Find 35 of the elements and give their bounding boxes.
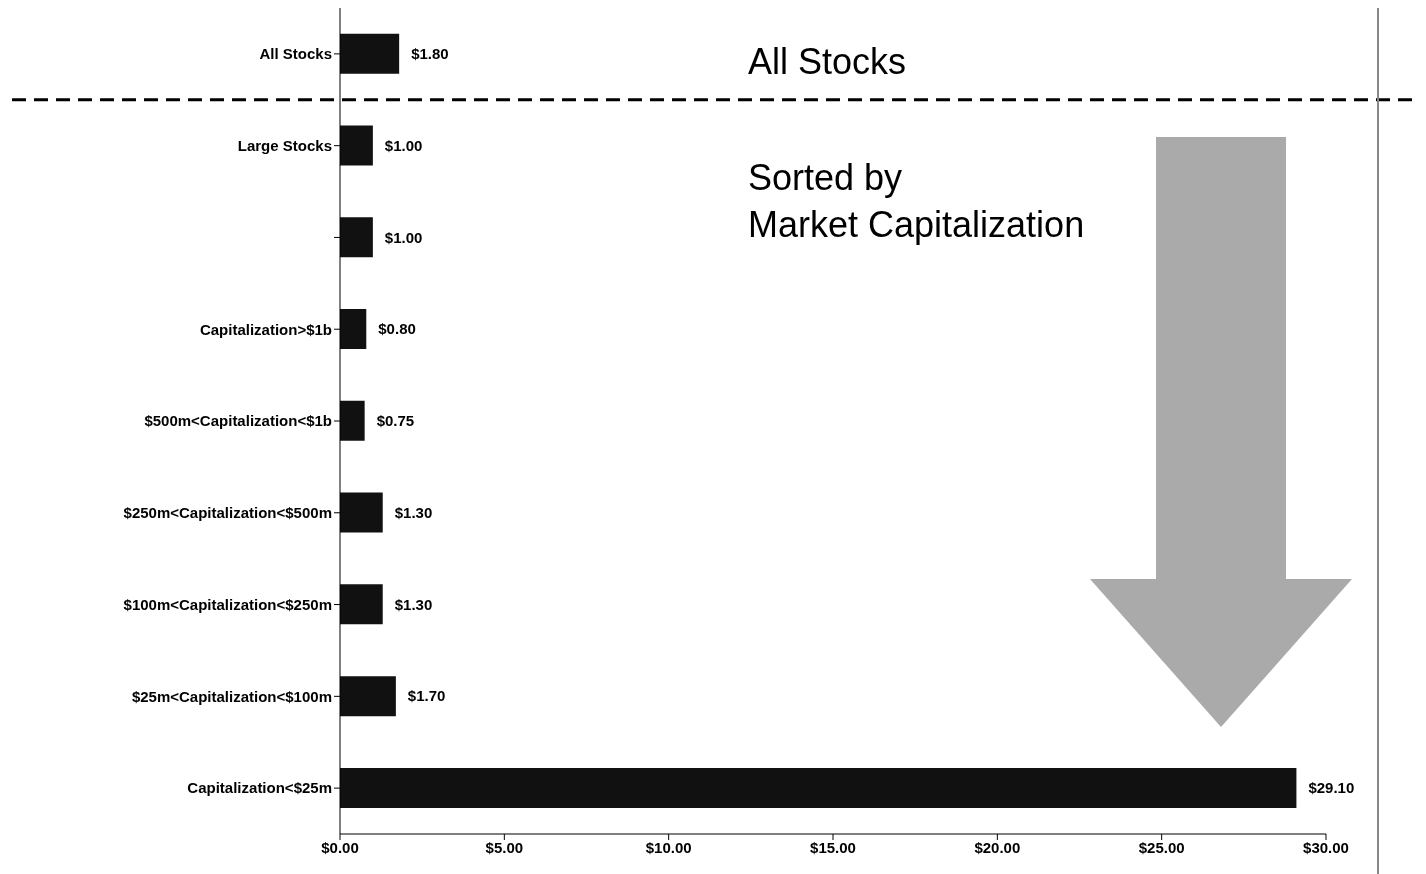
y-tick-label: $100m<Capitalization<$250m	[123, 595, 332, 613]
data-label: $1.00	[384, 136, 423, 154]
x-tick-label: $5.00	[485, 838, 524, 856]
annotation: All Stocks	[748, 40, 907, 84]
bar	[340, 400, 365, 441]
bar	[340, 33, 400, 74]
bar	[340, 584, 383, 625]
x-tick-label: $30.00	[1303, 838, 1349, 856]
data-label: $1.00	[384, 228, 423, 246]
x-tick-label: $25.00	[1138, 838, 1185, 856]
data-label: $1.70	[407, 687, 446, 705]
annotation: Sorted by Market Capitalization	[748, 156, 1085, 247]
data-label: $1.80	[411, 45, 449, 63]
y-tick-label: Capitalization<$25m	[187, 779, 332, 797]
y-tick-label: Capitalization>$1b	[199, 320, 332, 338]
bar	[340, 676, 396, 717]
data-label: $1.30	[394, 503, 433, 521]
data-label: $29.10	[1308, 779, 1355, 797]
bar	[340, 767, 1297, 808]
bar	[340, 309, 367, 350]
y-tick-label: All Stocks	[259, 45, 332, 63]
y-tick-label: $500m<Capitalization<$1b	[144, 412, 332, 430]
x-tick-label: $15.00	[810, 838, 856, 856]
bar	[340, 125, 373, 166]
y-tick-label: $250m<Capitalization<$500m	[123, 504, 332, 522]
bar	[340, 492, 383, 533]
y-tick-label: Large Stocks	[237, 136, 332, 154]
x-tick-label: $20.00	[974, 838, 1021, 856]
data-label: $1.30	[394, 595, 433, 613]
data-label: $0.80	[378, 320, 416, 338]
data-label: $0.75	[376, 412, 415, 430]
x-tick-label: $0.00	[321, 838, 359, 856]
x-tick-label: $10.00	[645, 838, 692, 856]
y-tick-label: $25m<Capitalization<$100m	[131, 687, 332, 705]
bar	[340, 217, 373, 258]
